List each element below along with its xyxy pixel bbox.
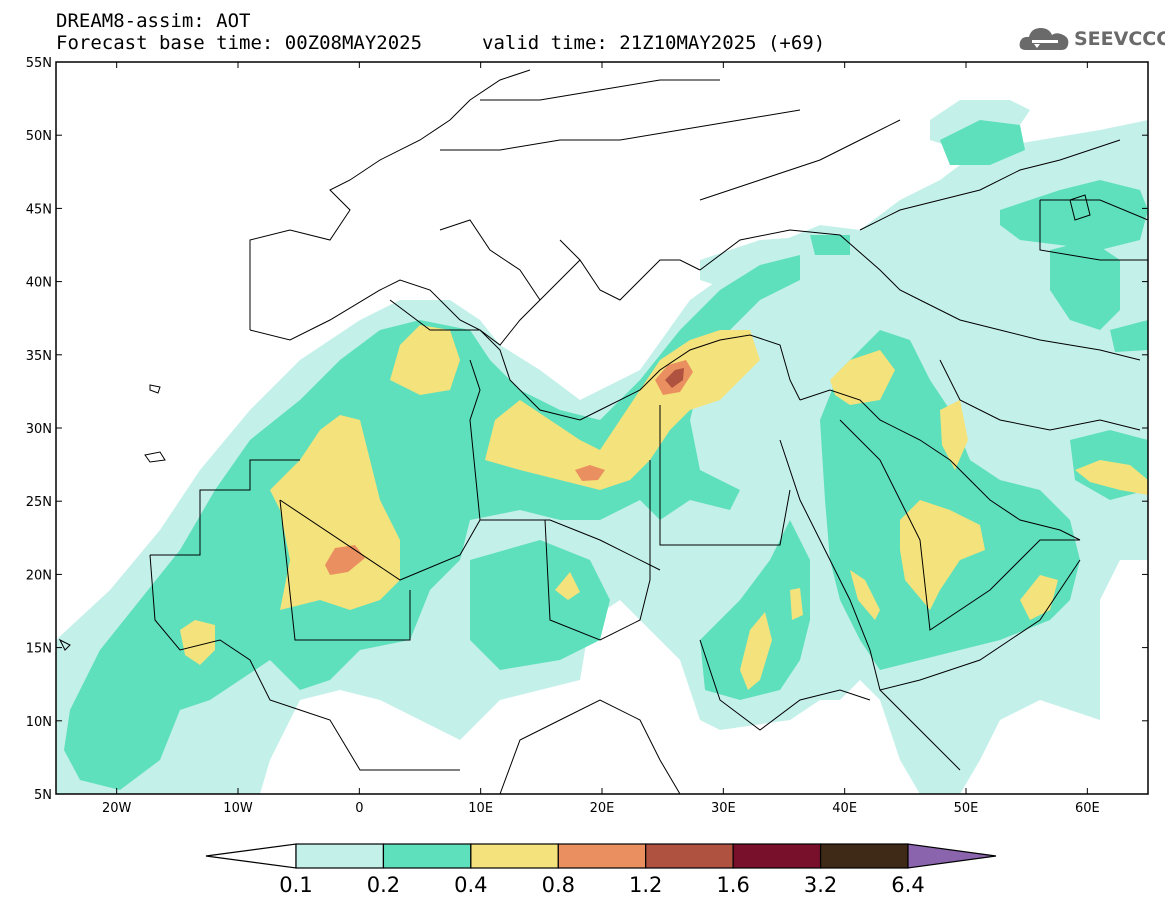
x-tick-label: 50E xyxy=(954,801,979,816)
x-tick-label: 40E xyxy=(832,801,857,816)
colorbar-box xyxy=(382,843,472,869)
valid-time: valid time: 21Z10MAY2025 (+69) xyxy=(482,32,826,54)
cloud-icon xyxy=(1019,28,1069,50)
seevccc-logo: SEEVCCC xyxy=(1018,22,1165,56)
y-tick-label: 5N xyxy=(34,788,52,803)
y-axis: 55N 50N 45N 40N 35N 30N 25N 20N 15N 10N 5N xyxy=(26,56,1148,803)
y-tick-label: 55N xyxy=(26,56,52,71)
colorbar-level-label: 0.4 xyxy=(454,873,487,897)
y-tick-label: 40N xyxy=(26,276,52,291)
colorbar-above-arrow xyxy=(907,843,997,869)
colorbar-level-label: 0.1 xyxy=(279,873,312,897)
colorbar-level-label: 0.2 xyxy=(367,873,400,897)
x-tick-label: 20W xyxy=(102,801,132,816)
title-line-2: Forecast base time: 00Z08MAY2025 xyxy=(56,32,423,54)
colorbar-below-arrow xyxy=(205,843,297,869)
colorbar-box xyxy=(819,843,909,869)
colorbar-box xyxy=(295,843,385,869)
y-tick-label: 25N xyxy=(26,495,52,510)
y-tick-label: 35N xyxy=(26,349,52,364)
colorbar-box xyxy=(732,843,822,869)
colorbar: 0.1 0.2 0.4 0.8 1.2 1.6 3.2 6.4 xyxy=(205,843,997,897)
x-tick-label: 10W xyxy=(223,801,253,816)
colorbar-level-label: 3.2 xyxy=(804,873,837,897)
colorbar-level-label: 1.2 xyxy=(629,873,662,897)
colorbar-box xyxy=(470,843,559,869)
x-tick-label: 60E xyxy=(1075,801,1100,816)
x-tick-label: 20E xyxy=(590,801,615,816)
aot-field xyxy=(56,62,1148,794)
colorbar-level-label: 1.6 xyxy=(716,873,749,897)
x-tick-label: 0 xyxy=(355,801,363,816)
y-tick-label: 45N xyxy=(26,202,52,217)
title-line-1: DREAM8-assim: AOT xyxy=(56,10,251,32)
x-axis: 20W 10W 0 10E 20E 30E 40E 50E 60E xyxy=(102,62,1100,816)
colorbar-level-label: 0.8 xyxy=(542,873,575,897)
x-tick-label: 30E xyxy=(711,801,736,816)
y-tick-label: 10N xyxy=(26,715,52,730)
y-tick-label: 30N xyxy=(26,422,52,437)
y-tick-label: 50N xyxy=(26,129,52,144)
colorbar-box xyxy=(645,843,734,869)
colorbar-level-label: 6.4 xyxy=(891,873,924,897)
y-tick-label: 15N xyxy=(26,642,52,657)
logo-text: SEEVCCC xyxy=(1074,28,1165,50)
x-tick-label: 10E xyxy=(468,801,493,816)
y-tick-label: 20N xyxy=(26,568,52,583)
colorbar-box xyxy=(557,843,647,869)
